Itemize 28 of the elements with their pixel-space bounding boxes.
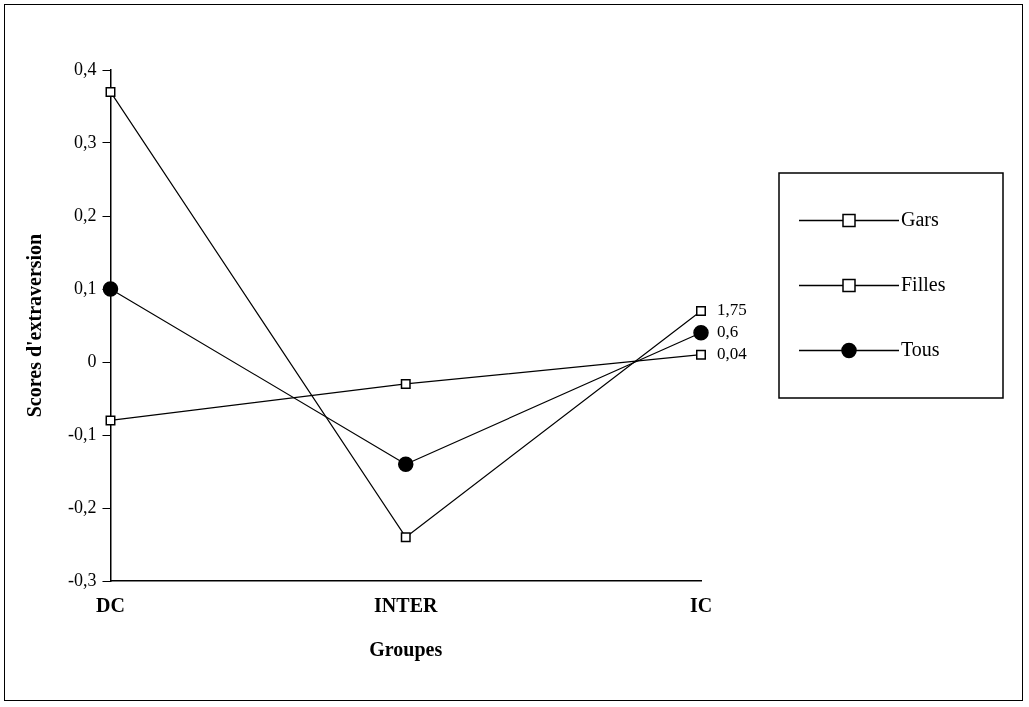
point (696, 349, 706, 360)
y-tick-label: -0,2 (67, 496, 97, 517)
y-tick-label: -0,1 (67, 423, 97, 444)
point (105, 415, 116, 426)
y-tick-label: 0,4 (73, 58, 97, 79)
y-tick-label: 0,3 (73, 131, 97, 152)
y-tick-label: 0,2 (73, 204, 97, 225)
point (105, 86, 116, 97)
x-tick-label: DC (96, 594, 125, 617)
y-tick-label: 0 (87, 350, 97, 371)
annotation: 0,6 (717, 322, 739, 342)
annotation: 0,04 (717, 344, 748, 364)
x-tick-label: INTER (374, 594, 438, 617)
point (102, 281, 119, 297)
y-tick-label: -0,3 (67, 569, 97, 590)
point (693, 325, 709, 341)
point (400, 532, 411, 543)
annotation: 1,75 (717, 300, 747, 320)
y-axis-title: Scores d'extraversion (23, 233, 46, 418)
x-axis-title: Groupes (369, 638, 443, 662)
y-tick-label: 0,1 (73, 277, 97, 298)
point (696, 305, 706, 316)
x-tick-label: IC (689, 594, 713, 617)
point (398, 456, 414, 472)
point (400, 378, 411, 389)
legend-label: Filles (901, 272, 946, 295)
legend-label: Gars (901, 207, 939, 230)
legend-label: Tous (901, 337, 940, 360)
